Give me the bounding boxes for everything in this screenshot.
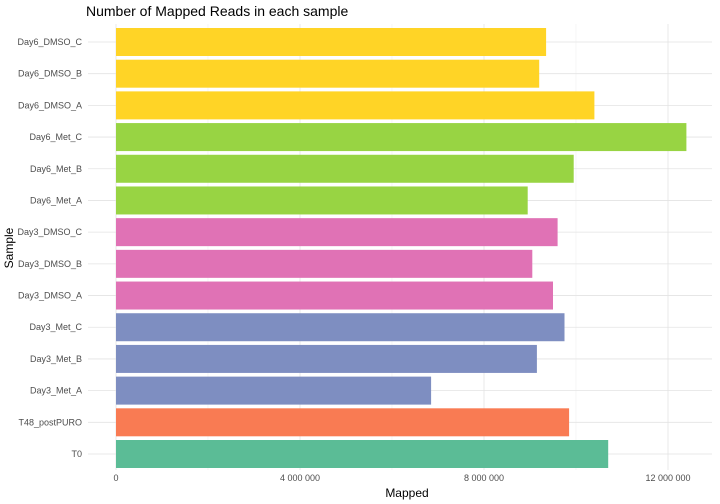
bar-Day6_Met_C	[116, 123, 687, 152]
y-tick-labels: T0 T48_postPURO Day3_Met_A Day3_Met_B Day3_M…	[17, 37, 82, 459]
y-tick-label: Day6_Met_B	[30, 164, 82, 174]
bar-Day6_DMSO_A	[116, 91, 595, 120]
bar-Day3_DMSO_A	[116, 281, 553, 310]
bar-Day3_DMSO_B	[116, 249, 533, 278]
bar-T0	[116, 440, 609, 468]
bar-Day6_DMSO_B	[116, 59, 540, 88]
y-axis-title: Sample	[2, 227, 16, 268]
y-tick-label: Day3_DMSO_C	[17, 227, 82, 237]
x-tick-label: 12 000 000	[645, 473, 690, 483]
bar-Day3_DMSO_C	[116, 218, 558, 247]
x-tick-labels: 0 4 000 000 8 000 000 12 000 000	[113, 473, 690, 483]
y-tick-label: Day6_Met_C	[29, 132, 82, 142]
x-axis-title: Mapped	[385, 486, 428, 500]
y-tick-label: Day6_Met_A	[30, 195, 82, 205]
bar-T48_postPURO	[116, 408, 570, 437]
bar-Day6_Met_A	[116, 186, 528, 215]
y-tick-label: Day3_Met_C	[29, 322, 82, 332]
y-tick-label: Day6_DMSO_A	[18, 100, 82, 110]
y-tick-label: Day6_DMSO_B	[18, 69, 82, 79]
x-tick-label: 4 000 000	[280, 473, 320, 483]
y-tick-label: Day6_DMSO_C	[17, 37, 82, 47]
bar-Day3_Met_A	[116, 376, 432, 405]
y-tick-label: T0	[71, 449, 82, 459]
bars	[116, 28, 687, 468]
y-tick-label: Day3_Met_A	[30, 386, 82, 396]
bar-Day6_DMSO_C	[116, 28, 547, 56]
y-tick-label: Day3_Met_B	[30, 354, 82, 364]
y-tick-label: T48_postPURO	[18, 417, 82, 427]
bar-Day3_Met_C	[116, 313, 565, 342]
x-tick-label: 0	[113, 473, 118, 483]
bar-Day6_Met_B	[116, 154, 574, 183]
bar-Day3_Met_B	[116, 344, 537, 373]
x-tick-label: 8 000 000	[464, 473, 504, 483]
y-tick-label: Day3_DMSO_B	[18, 259, 82, 269]
chart-title: Number of Mapped Reads in each sample	[86, 3, 348, 19]
y-tick-label: Day3_DMSO_A	[18, 291, 82, 301]
